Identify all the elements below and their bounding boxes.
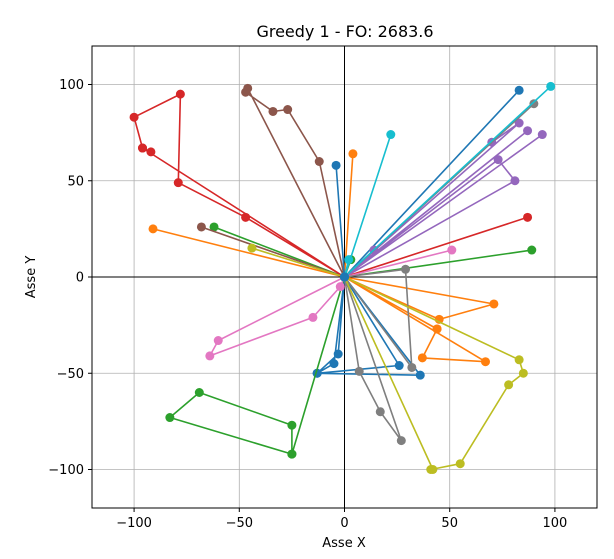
route-point	[340, 272, 349, 282]
route-point	[546, 81, 556, 91]
series-group	[129, 81, 556, 474]
ticks: −100 −50 0 50 100 −100 −50 0 50 100	[48, 78, 567, 531]
route-point	[314, 157, 324, 166]
route-point	[407, 362, 417, 372]
route-point	[354, 366, 364, 376]
route-point	[489, 299, 499, 309]
route-point	[129, 112, 139, 122]
route-point	[518, 368, 528, 378]
route-point	[335, 282, 345, 292]
route-point	[455, 459, 465, 469]
x-tick-label: 50	[441, 516, 458, 531]
route-point	[375, 407, 385, 417]
route-point	[514, 85, 524, 95]
route-point	[146, 147, 156, 157]
route-point	[432, 324, 442, 334]
route-point	[241, 212, 251, 222]
route-point	[401, 264, 411, 274]
route-point	[523, 212, 533, 222]
route-point	[344, 255, 354, 265]
route-point	[428, 465, 438, 474]
x-tick-label: −50	[226, 516, 253, 531]
route-5	[340, 118, 547, 282]
route-point	[386, 130, 396, 140]
route-point	[148, 224, 158, 234]
y-axis-label: Asse Y	[24, 256, 39, 299]
route-point	[523, 126, 533, 136]
route-point	[243, 83, 253, 93]
route-line	[152, 153, 495, 363]
route-point	[329, 359, 339, 369]
x-tick-label: 100	[543, 516, 568, 531]
route-7	[205, 245, 457, 361]
x-axis-label: Asse X	[322, 536, 366, 551]
route-point	[417, 353, 427, 363]
route-point	[493, 155, 503, 165]
route-point	[165, 413, 175, 423]
route-point	[529, 99, 539, 109]
route-8	[340, 99, 539, 446]
route-point	[415, 370, 425, 380]
y-tick-label: 100	[59, 78, 84, 93]
route-point	[194, 388, 204, 397]
route-point	[175, 89, 185, 99]
route-point	[527, 245, 537, 255]
x-tick-label: 0	[340, 516, 348, 531]
route-point	[348, 149, 358, 159]
route-6	[196, 83, 349, 282]
route-point	[268, 106, 278, 116]
route-point	[394, 361, 404, 371]
route-point	[138, 143, 147, 153]
route-line	[209, 249, 453, 357]
route-point	[510, 176, 520, 186]
route-point	[480, 357, 490, 367]
route-point	[173, 178, 183, 188]
route-point	[287, 449, 297, 459]
route-point	[213, 336, 223, 346]
chart-title: Greedy 1 - FO: 2683.6	[256, 22, 433, 41]
route-point	[447, 245, 457, 255]
route-point	[283, 105, 293, 115]
route-point	[287, 420, 297, 430]
route-point	[514, 118, 524, 128]
route-point	[331, 160, 341, 170]
y-tick-label: −50	[57, 367, 84, 382]
route-line	[251, 247, 525, 471]
route-line	[343, 85, 552, 278]
route-11	[331, 160, 349, 282]
route-point	[396, 436, 406, 446]
route-point	[308, 312, 318, 322]
x-tick-label: −100	[116, 516, 152, 531]
route-point	[247, 243, 257, 253]
route-point	[333, 349, 343, 359]
y-tick-label: 0	[76, 271, 84, 286]
y-tick-label: −100	[48, 463, 84, 478]
route-point	[209, 222, 219, 232]
y-tick-label: 50	[67, 174, 84, 189]
route-point	[504, 380, 514, 390]
route-point	[514, 355, 524, 365]
route-point	[196, 222, 206, 232]
route-point	[205, 351, 215, 361]
route-line	[343, 122, 544, 278]
route-point	[537, 130, 547, 140]
route-line	[200, 87, 346, 278]
